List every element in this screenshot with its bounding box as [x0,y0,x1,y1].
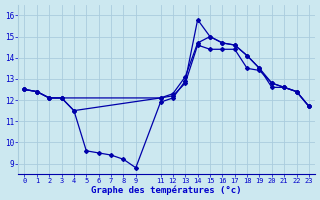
X-axis label: Graphe des températures (°c): Graphe des températures (°c) [92,186,242,195]
